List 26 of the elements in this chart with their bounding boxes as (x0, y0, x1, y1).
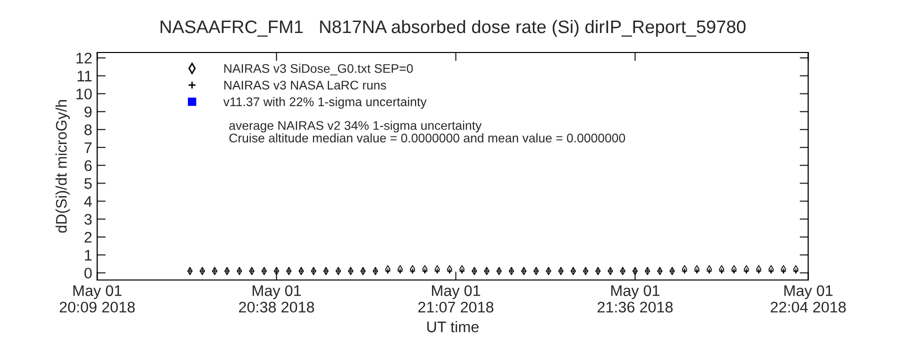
annotation: Cruise altitude median value = 0.0000000 and mean value = 0.0000000 (229, 133, 626, 142)
y-axis-title: dD(Si)/dt microGy/h (56, 100, 70, 233)
x-tick-label: May 01 20:09 2018 (60, 285, 135, 313)
x-tick-label: May 01 20:38 2018 (239, 285, 314, 313)
legend-label: NAIRAS v3 NASA LaRC runs (224, 80, 386, 90)
y-tick-label: 7 (84, 142, 92, 153)
y-tick-label: 0 (84, 268, 92, 279)
y-tick-label: 12 (76, 52, 92, 64)
y-tick-label: 11 (78, 70, 92, 82)
y-tick-label: 4 (84, 196, 92, 207)
annotation: average NAIRAS v2 34% 1-sigma uncertainty (229, 120, 482, 132)
x-tick-label: May 01 21:07 2018 (418, 285, 494, 313)
y-tick-label: 5 (84, 178, 92, 189)
y-tick-label: 10 (76, 88, 92, 100)
y-tick-label: 6 (84, 160, 92, 172)
x-tick-label: May 01 21:36 2018 (598, 285, 673, 313)
y-tick-label: 2 (84, 232, 92, 243)
chart-title: NASAAFRC_FM1 N817NA absorbed dose rate (Si) dirIP_Report_59780 (160, 20, 746, 37)
y-tick-label: 3 (84, 214, 92, 225)
legend-label: v11.37 with 22% 1-sigma uncertainty (223, 97, 427, 109)
x-axis-title: UT time (427, 321, 479, 332)
x-tick-label: May 01 22:04 2018 (770, 285, 846, 313)
y-tick-label: 1 (85, 250, 92, 260)
y-tick-label: 9 (84, 106, 92, 118)
y-tick-label: 8 (84, 124, 92, 136)
legend-label: NAIRAS v3 SiDose_G0.txt SEP=0 (224, 64, 413, 76)
